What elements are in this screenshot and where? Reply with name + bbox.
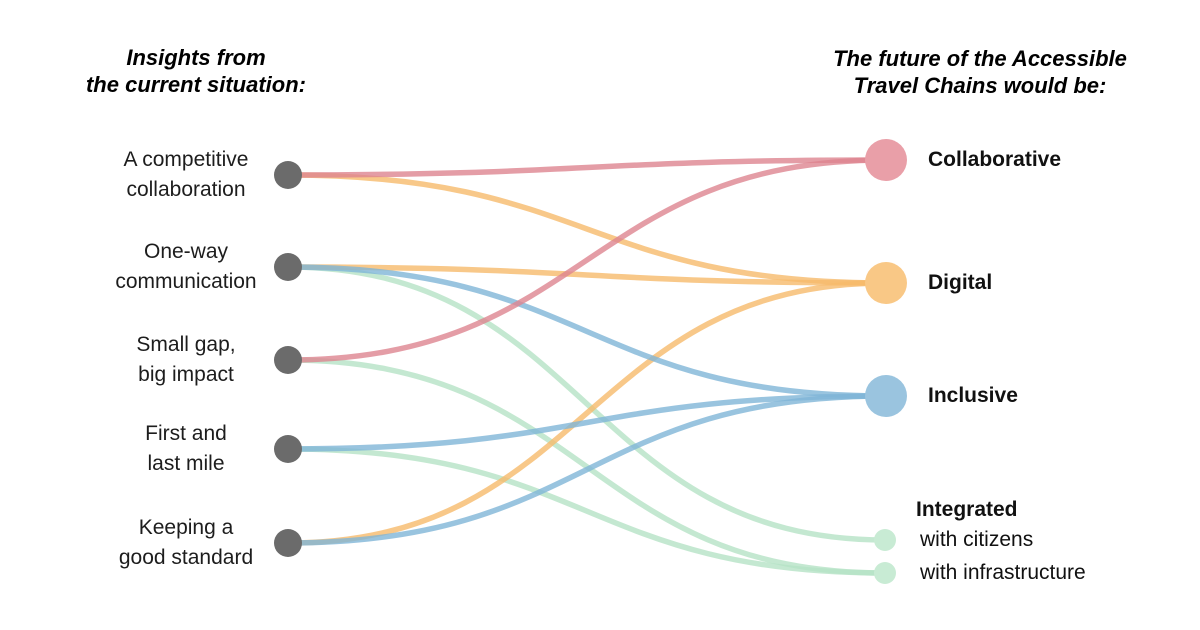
node-label-collaborative: Collaborative	[928, 148, 1062, 171]
link-keeping-a-good-standard-to-digital	[285, 280, 889, 546]
link-keeping-a-good-standard-to-inclusive	[285, 393, 889, 546]
left-column-header: Insights from the current situation:	[85, 45, 306, 97]
link-one-way-communication-to-digital	[285, 264, 889, 286]
node-dot-keeping-a-good-standard	[274, 529, 302, 557]
link-first-and-last-mile-to-integrated-with-infrastructure	[285, 446, 888, 576]
node-label-integrated-with-citizens: with citizens	[920, 528, 1034, 551]
link-first-and-last-mile-to-inclusive	[285, 393, 889, 452]
node-label-small-gap-big-impact: Small gap, big impact	[136, 333, 236, 386]
node-label-inclusive: Inclusive	[928, 384, 1018, 407]
node-label-a-competitive-collaboration: A competitive collaboration	[123, 148, 249, 201]
node-circle-inclusive	[865, 375, 907, 417]
node-label-first-and-last-mile: First and last mile	[145, 422, 227, 475]
right-column-header: The future of the Accessible Travel Chai…	[833, 46, 1127, 98]
node-circle-digital	[865, 262, 907, 304]
node-circle-integrated-with-citizens	[874, 529, 896, 551]
link-a-competitive-collaboration-to-collaborative	[285, 157, 889, 178]
node-label-integrated-with-infrastructure: with infrastructure	[920, 561, 1086, 584]
node-circle-integrated-with-infrastructure	[874, 562, 896, 584]
link-small-gap-big-impact-to-collaborative	[285, 157, 889, 363]
node-dot-a-competitive-collaboration	[274, 161, 302, 189]
link-one-way-communication-to-integrated-with-citizens	[285, 264, 888, 543]
node-label-digital: Digital	[928, 271, 993, 294]
node-dot-one-way-communication	[274, 253, 302, 281]
node-label-keeping-a-good-standard: Keeping a good standard	[118, 516, 254, 569]
link-a-competitive-collaboration-to-digital	[285, 172, 889, 286]
node-dot-small-gap-big-impact	[274, 346, 302, 374]
node-label-one-way-communication: One-way communication	[115, 240, 257, 293]
node-dot-first-and-last-mile	[274, 435, 302, 463]
link-one-way-communication-to-inclusive	[285, 264, 889, 399]
integrated-heading: Integrated	[916, 498, 1018, 521]
link-small-gap-big-impact-to-integrated-with-infrastructure	[285, 357, 888, 576]
node-circle-collaborative	[865, 139, 907, 181]
